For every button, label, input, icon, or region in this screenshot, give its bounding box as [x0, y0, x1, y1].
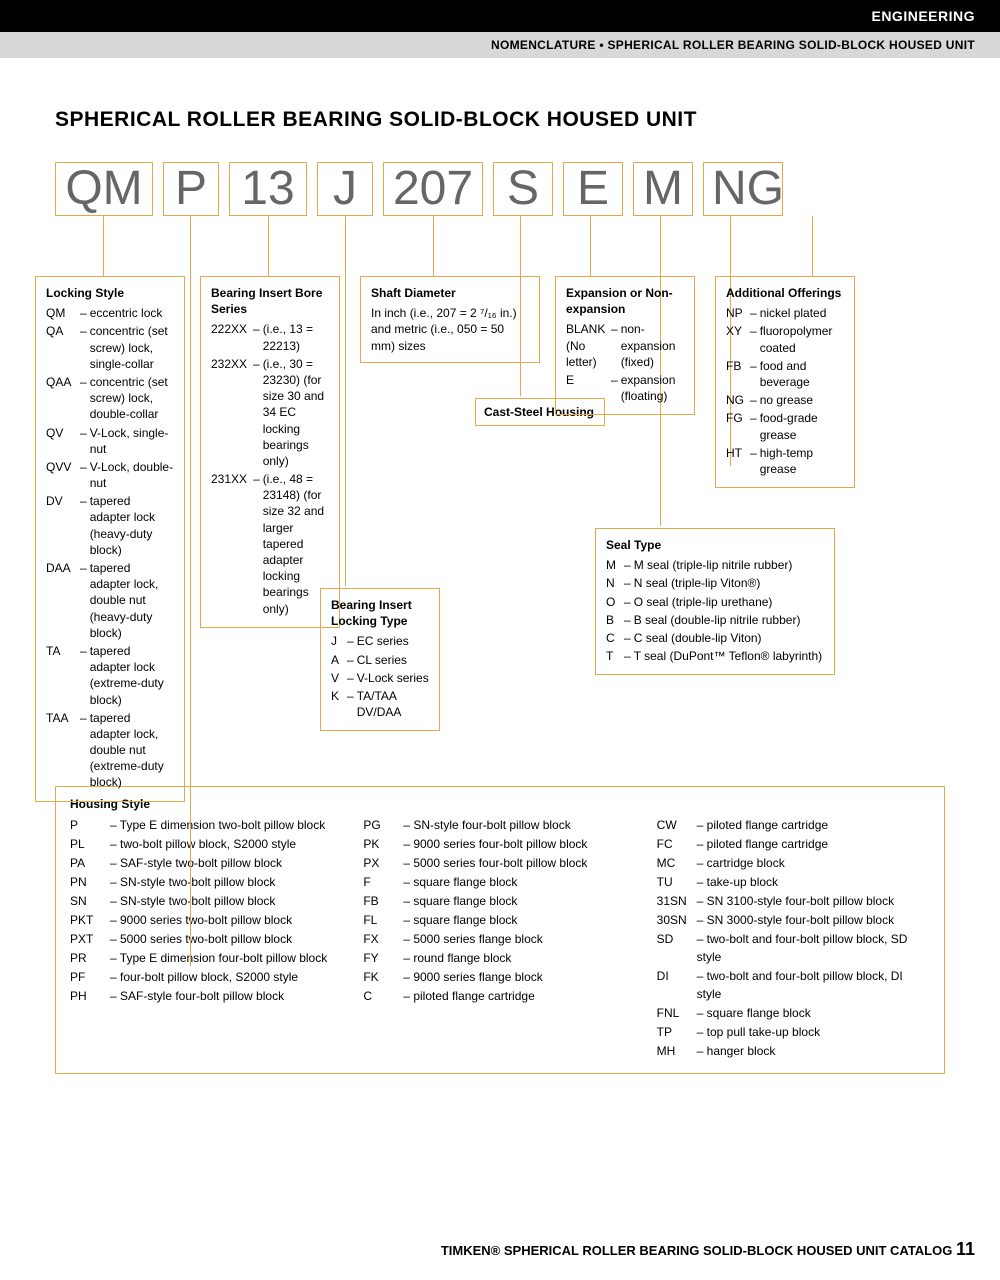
code-s: S	[493, 162, 553, 216]
code-e: E	[563, 162, 623, 216]
shaft-diameter-box: Shaft Diameter In inch (i.e., 207 = 2 ⁷/…	[360, 276, 540, 363]
section-header: ENGINEERING	[0, 0, 1000, 32]
shaft-text: In inch (i.e., 207 = 2 ⁷/₁₆ in.) and met…	[371, 305, 529, 354]
locking-type-box: Bearing Insert Locking Type J–EC seriesA…	[320, 588, 440, 731]
breadcrumb: NOMENCLATURE • SPHERICAL ROLLER BEARING …	[0, 32, 1000, 58]
code-13: 13	[229, 162, 307, 216]
page-title: SPHERICAL ROLLER BEARING SOLID-BLOCK HOU…	[55, 108, 945, 132]
section-label: ENGINEERING	[871, 8, 975, 24]
breadcrumb-text: NOMENCLATURE • SPHERICAL ROLLER BEARING …	[491, 38, 975, 52]
bore-series-box: Bearing Insert Bore Series 222XX–(i.e., …	[200, 276, 340, 628]
seal-type-box: Seal Type M–M seal (triple-lip nitrile r…	[595, 528, 835, 675]
nomenclature-code-row: QM P 13 J 207 S E M NG	[55, 162, 945, 216]
page-footer: TIMKEN® SPHERICAL ROLLER BEARING SOLID-B…	[441, 1239, 975, 1260]
expansion-title: Expansion or Non-expansion	[566, 285, 684, 317]
expansion-box: Expansion or Non-expansion BLANK(Nolette…	[555, 276, 695, 415]
code-ng: NG	[703, 162, 783, 216]
page-number: 11	[956, 1239, 975, 1259]
info-boxes-area: Locking Style QM–eccentric lockQA–concen…	[55, 306, 945, 956]
code-j: J	[317, 162, 373, 216]
footer-text: SPHERICAL ROLLER BEARING SOLID-BLOCK HOU…	[500, 1243, 956, 1258]
code-p: P	[163, 162, 219, 216]
additional-offerings-box: Additional Offerings NP–nickel platedXY–…	[715, 276, 855, 488]
locking-style-box: Locking Style QM–eccentric lockQA–concen…	[35, 276, 185, 802]
code-207: 207	[383, 162, 483, 216]
page-content: SPHERICAL ROLLER BEARING SOLID-BLOCK HOU…	[0, 58, 1000, 1074]
seal-title: Seal Type	[606, 537, 824, 553]
shaft-title: Shaft Diameter	[371, 285, 529, 301]
footer-brand: TIMKEN®	[441, 1243, 500, 1258]
locking-style-title: Locking Style	[46, 285, 174, 301]
bore-series-title: Bearing Insert Bore Series	[211, 285, 329, 317]
additional-title: Additional Offerings	[726, 285, 844, 301]
code-m: M	[633, 162, 693, 216]
code-qm: QM	[55, 162, 153, 216]
locking-type-title: Bearing Insert Locking Type	[331, 597, 429, 629]
